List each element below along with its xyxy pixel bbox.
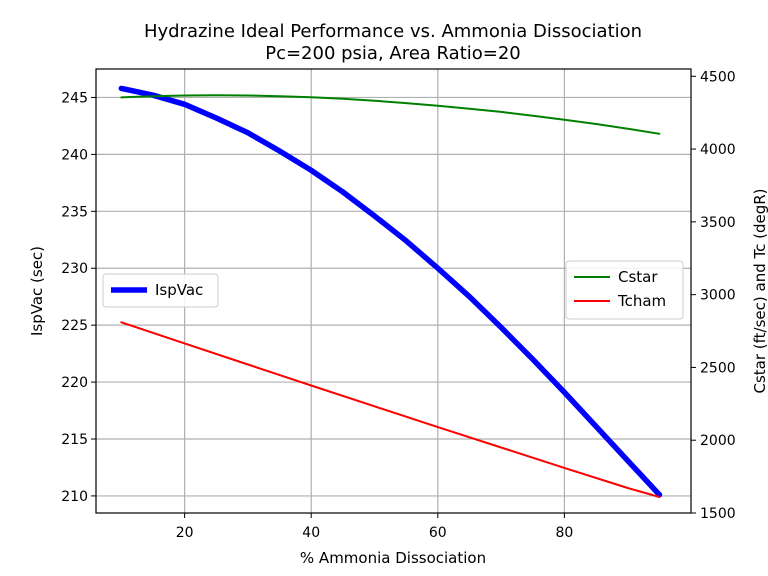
x-tick-label: 40 xyxy=(302,525,320,541)
y-right-tick-label: 3500 xyxy=(700,215,736,231)
series-line-cstar xyxy=(120,94,661,135)
y-left-tick-label: 210 xyxy=(61,489,88,505)
chart-title: Hydrazine Ideal Performance vs. Ammonia … xyxy=(144,21,642,42)
y-axis-right-label: Cstar (ft/sec) and Tc (degR) xyxy=(751,188,768,393)
grid-lines xyxy=(96,69,691,513)
legend-ispvac: IspVac xyxy=(102,273,219,308)
y-right-tick-label: 2500 xyxy=(700,360,736,376)
y-left-tick-label: 215 xyxy=(61,432,88,448)
legend-label-cstar: Cstar xyxy=(618,268,658,286)
y-left-tick-label: 240 xyxy=(61,147,88,163)
y-left-tick-label: 245 xyxy=(61,90,88,106)
legend-cstar-tcham: Cstar Tcham xyxy=(565,260,684,320)
data-series xyxy=(118,85,663,498)
x-tick-label: 80 xyxy=(555,525,573,541)
series-line-ispvac xyxy=(118,85,663,498)
y-left-tick-label: 230 xyxy=(61,261,88,277)
x-axis-label: % Ammonia Dissociation xyxy=(300,549,486,567)
y-right-tick-label: 1500 xyxy=(700,506,736,522)
legend-box xyxy=(565,260,684,320)
chart-subtitle: Pc=200 psia, Area Ratio=20 xyxy=(265,43,521,64)
x-tick-label: 20 xyxy=(176,525,194,541)
y-right-tick-label: 3000 xyxy=(700,288,736,304)
y-left-tick-label: 235 xyxy=(61,204,88,220)
y-left-tick-label: 225 xyxy=(61,318,88,334)
series-line-tcham xyxy=(120,321,661,498)
legend-box xyxy=(102,273,219,308)
y-axis-left-label: IspVac (sec) xyxy=(28,246,46,336)
plot-frame xyxy=(95,68,692,514)
y-right-tick-label: 4500 xyxy=(700,69,736,85)
y-right-tick-label: 4000 xyxy=(700,142,736,158)
axis-ticks: 20 40 60 80 210 215 220 225 230 235 240 245 1500 2000… xyxy=(61,69,735,541)
legend-label-ispvac: IspVac xyxy=(155,281,203,299)
x-tick-label: 60 xyxy=(429,525,447,541)
y-left-tick-label: 220 xyxy=(61,375,88,391)
legend-label-tcham: Tcham xyxy=(617,292,666,310)
y-right-tick-label: 2000 xyxy=(700,433,736,449)
